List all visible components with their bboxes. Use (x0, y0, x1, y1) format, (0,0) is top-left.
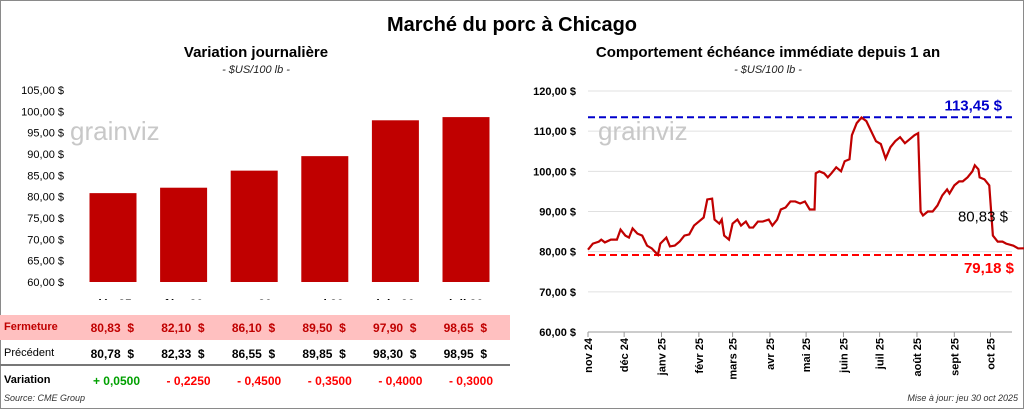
left-chart-subtitle: - $US/100 lb - (222, 64, 290, 76)
table-row-precedent: Précédent 80,78 $ 82,33 $ 86,55 $ 89,85 $ 98,… (0, 341, 510, 366)
y-tick-label: 90,00 $ (539, 207, 576, 219)
right-chart-title: Comportement échéance immédiate depuis 1… (595, 44, 941, 61)
x-tick-label: janv 25 (657, 338, 669, 376)
y-tick-label: 100,00 $ (21, 106, 64, 118)
table-cell: 86,10 $ (231, 321, 276, 335)
table-cell: 97,90 $ (373, 321, 417, 335)
grainviz-watermark: grainviz (70, 116, 160, 146)
x-tick-label: avr 25 (765, 338, 777, 370)
row-label: Fermeture (4, 321, 58, 333)
bar (230, 170, 278, 282)
table-row-variation: Variation + 0,0500 - 0,2250 - 0,4500 - 0,350… (0, 368, 510, 393)
last-label: 80,83 $ (958, 208, 1009, 225)
x-category-label: juin 26 (375, 297, 414, 300)
y-tick-label: 105,00 $ (21, 85, 64, 97)
table-cell: 98,65 $ (443, 321, 487, 335)
table-cell: 82,33 $ (161, 347, 205, 361)
bar (160, 187, 208, 282)
y-tick-label: 65,00 $ (27, 256, 64, 268)
y-tick-label: 70,00 $ (27, 234, 64, 246)
x-tick-label: déc 24 (619, 337, 631, 372)
x-category-label: juil 26 (448, 297, 483, 300)
x-tick-label: sept 25 (949, 338, 961, 376)
y-tick-label: 95,00 $ (27, 128, 64, 140)
grainviz-watermark: grainviz (598, 116, 688, 146)
y-tick-label: 75,00 $ (27, 213, 64, 225)
x-tick-label: mai 25 (801, 338, 813, 372)
x-tick-label: juil 25 (875, 338, 887, 370)
table-cell: 82,10 $ (161, 321, 205, 335)
y-tick-label: 110,00 $ (534, 126, 576, 138)
row-label: Variation (4, 374, 51, 386)
low-label: 79,18 $ (964, 260, 1015, 277)
table-cell: 98,95 $ (443, 347, 487, 361)
updated-note: Mise à jour: jeu 30 oct 2025 (907, 393, 1018, 403)
line-chart: 60,00 $ 70,00 $ 80,00 $ 90,00 $ 100,00 $ 110,… (533, 86, 1024, 380)
x-category-label: déc 25 (94, 297, 132, 300)
y-tick-label: 70,00 $ (539, 287, 576, 299)
main-title: Marché du porc à Chicago (386, 14, 638, 36)
x-tick-label: mars 25 (728, 338, 740, 380)
table-cell: - 0,4000 (378, 374, 423, 388)
left-chart-title: Variation journalière (183, 44, 329, 61)
y-tick-label: 100,00 $ (533, 166, 576, 178)
x-category-label: févr 26 (164, 297, 203, 300)
x-category-label: mai 26 (306, 297, 344, 300)
high-label: 113,45 $ (944, 97, 1002, 114)
x-tick-label: juin 25 (838, 338, 850, 374)
table-cell: 80,83 $ (90, 321, 134, 335)
bar (442, 117, 490, 283)
table-cell: - 0,2250 (166, 374, 211, 388)
source-note: Source: CME Group (4, 393, 86, 403)
y-tick-label: 80,00 $ (27, 192, 64, 204)
bar (89, 193, 137, 282)
right-chart-subtitle: - $US/100 lb - (734, 64, 802, 76)
table-cell: 80,78 $ (90, 347, 134, 361)
bar (301, 156, 349, 282)
y-tick-label: 120,00 $ (533, 86, 576, 98)
row-label: Précédent (4, 347, 55, 359)
y-tick-label: 60,00 $ (27, 277, 64, 289)
table-cell: 89,85 $ (302, 347, 346, 361)
y-tick-label: 80,00 $ (539, 247, 576, 259)
x-tick-label: août 25 (912, 338, 924, 377)
table-cell: + 0,0500 (92, 374, 140, 388)
y-tick-label: 60,00 $ (539, 327, 576, 339)
table-cell: 98,30 $ (373, 347, 417, 361)
bar (371, 120, 419, 282)
table-cell: - 0,4500 (237, 374, 282, 388)
price-line (587, 116, 1024, 258)
x-tick-label: nov 24 (583, 337, 595, 373)
x-tick-label: févr 25 (694, 338, 706, 373)
table-row-fermeture: Fermeture 80,83 $ 82,10 $ 86,10 $ 89,50 $ 97,… (0, 315, 510, 340)
table-cell: - 0,3000 (448, 374, 493, 388)
table-cell: 89,50 $ (302, 321, 346, 335)
bar-chart: 60,00 $ 65,00 $ 70,00 $ 75,00 $ 80,00 $ 85,00… (21, 85, 490, 300)
y-tick-label: 90,00 $ (27, 149, 64, 161)
x-tick-label: oct 25 (985, 338, 997, 370)
table-cell: 86,55 $ (231, 347, 276, 361)
table-cell: - 0,3500 (307, 374, 352, 388)
y-tick-label: 85,00 $ (27, 170, 64, 182)
x-category-label: avr 26 (237, 297, 272, 300)
